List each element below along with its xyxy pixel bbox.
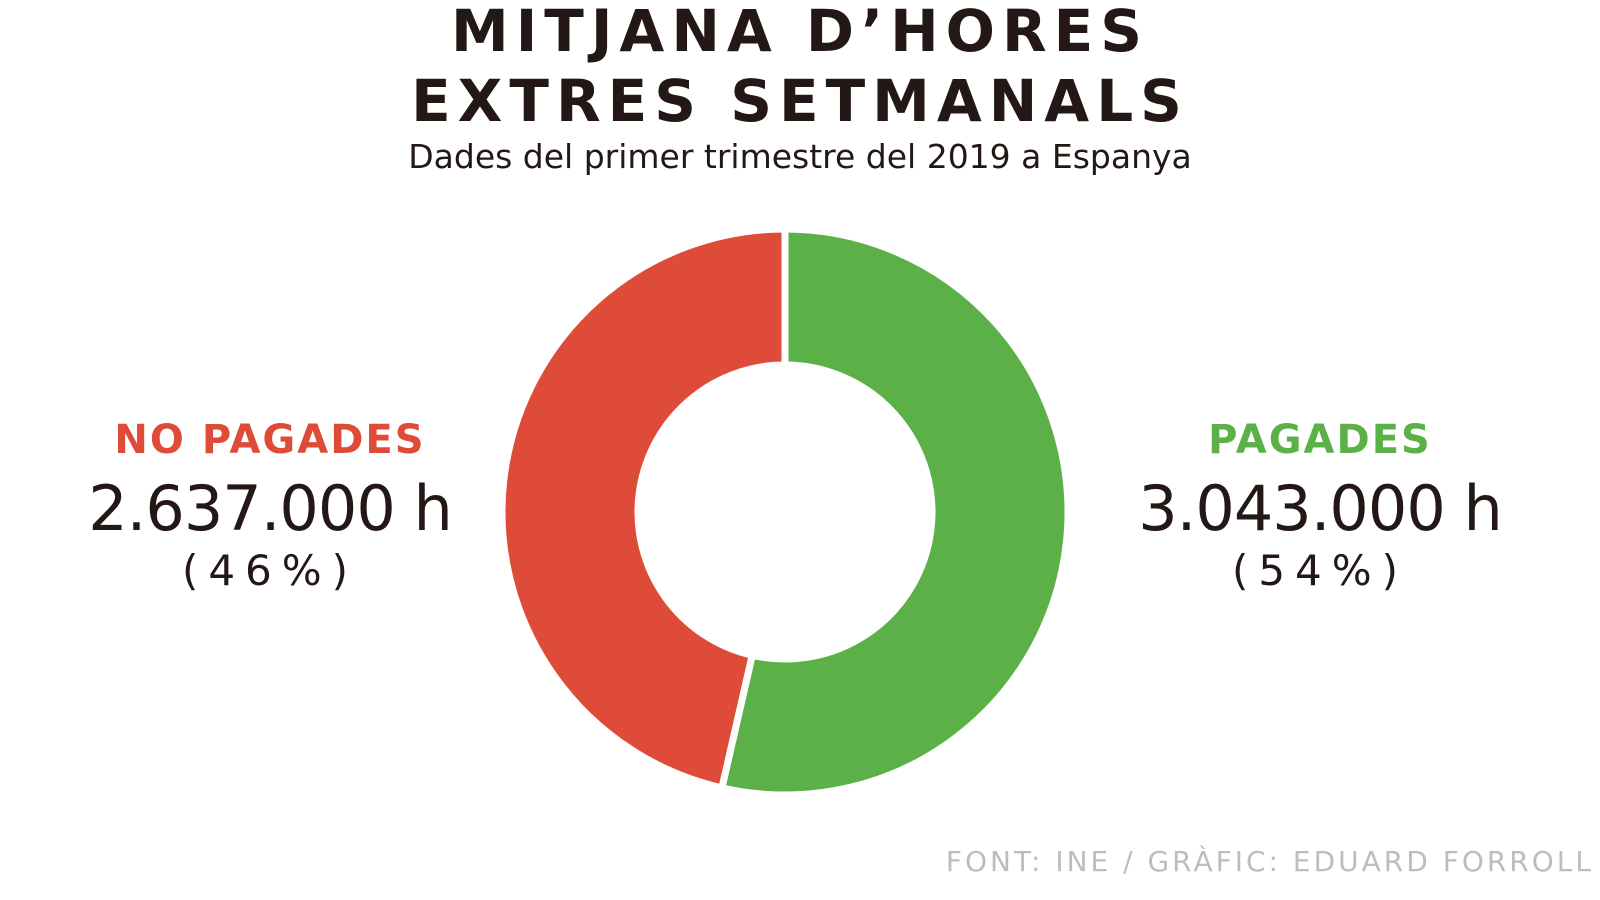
- slice-pagades: [717, 225, 1072, 799]
- data-label-percent-no-pagades: (46%): [181, 546, 359, 595]
- legend-label-no-pagades: NO PAGADES: [114, 417, 426, 463]
- data-label-percent-pagades: (54%): [1231, 546, 1409, 595]
- chart-title-line-2: EXTRES SETMANALS: [411, 67, 1189, 135]
- legend-label-pagades: PAGADES: [1208, 417, 1432, 463]
- data-label-value-no-pagades: 2.637.000 h: [88, 472, 453, 545]
- legend-no-pagades: NO PAGADES 2.637.000 h (46%): [60, 420, 480, 592]
- chart-subtitle: Dades del primer trimestre del 2019 a Es…: [408, 137, 1192, 176]
- chart-title-line-1: MITJANA D’HORES: [450, 0, 1150, 65]
- legend-pagades: PAGADES 3.043.000 h (54%): [1110, 420, 1530, 592]
- data-label-value-pagades: 3.043.000 h: [1138, 472, 1503, 545]
- source-credit: FONT: INE / GRÀFIC: EDUARD FORROLL: [945, 845, 1594, 878]
- slice-no-pagades: [498, 225, 789, 793]
